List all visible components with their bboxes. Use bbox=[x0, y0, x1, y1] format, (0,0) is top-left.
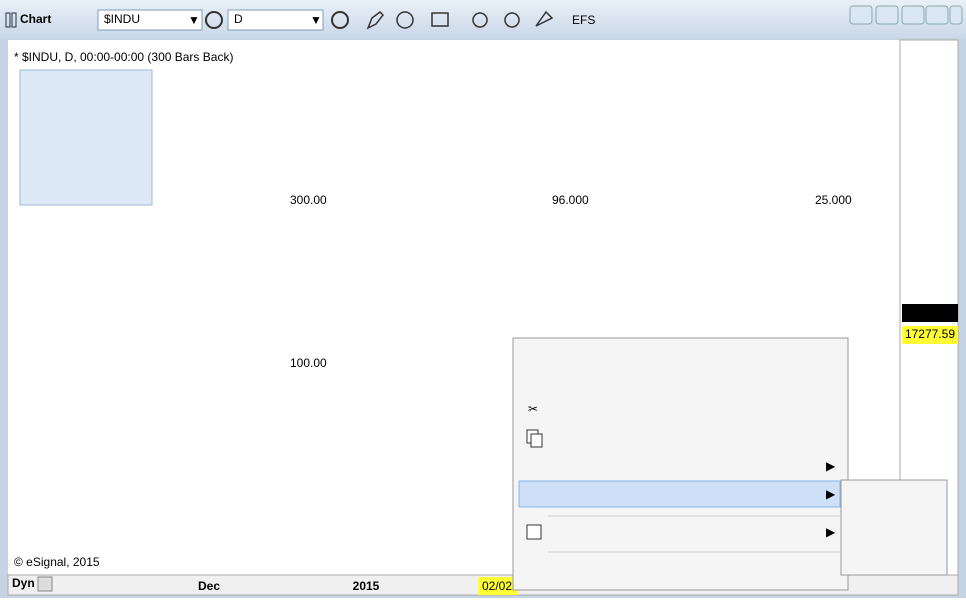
lock-icon[interactable] bbox=[37, 576, 53, 592]
submenu bbox=[840, 479, 948, 576]
close-button[interactable] bbox=[949, 5, 963, 25]
gann-label: 96.000 bbox=[552, 193, 589, 207]
restore-button[interactable] bbox=[875, 5, 899, 25]
x-tick-label: Dec bbox=[198, 579, 220, 593]
dyn-button[interactable]: Dyn bbox=[12, 576, 35, 590]
price-label-bg bbox=[902, 304, 958, 322]
symbol[interactable]: $INDU bbox=[104, 12, 140, 26]
settings-icon[interactable] bbox=[205, 11, 223, 29]
chart-header: * $INDU, D, 00:00-00:00 (300 Bars Back) bbox=[14, 50, 233, 64]
gann-label: 25.000 bbox=[815, 193, 852, 207]
x-tick-label: 2015 bbox=[353, 579, 380, 593]
chart-icon bbox=[11, 12, 17, 28]
minimize-button[interactable] bbox=[901, 5, 925, 25]
alert-icon[interactable] bbox=[504, 12, 520, 28]
templates-icon bbox=[526, 524, 542, 540]
price-label-bg bbox=[902, 326, 958, 344]
submenu-panel bbox=[840, 479, 948, 576]
price-label: 17277.59 bbox=[905, 327, 955, 341]
submenu-arrow: ▶ bbox=[826, 459, 836, 473]
context-menu: ✂ ▶ ▶ ▶ bbox=[512, 337, 849, 591]
gann-label: 300.00 bbox=[290, 193, 327, 207]
copyright: © eSignal, 2015 bbox=[14, 555, 100, 569]
menu-highlight bbox=[518, 480, 841, 508]
dropdown-arrow: ▼ bbox=[310, 13, 322, 27]
pen-icon[interactable] bbox=[366, 11, 384, 30]
cut-icon: ✂ bbox=[528, 402, 538, 416]
link-icon[interactable] bbox=[535, 10, 554, 27]
clock-icon[interactable] bbox=[331, 11, 349, 29]
data-window bbox=[19, 69, 153, 206]
submenu-arrow: ▶ bbox=[826, 525, 836, 539]
submenu-arrow: ▶ bbox=[826, 487, 836, 501]
interval[interactable]: D bbox=[234, 12, 243, 26]
study-icon[interactable] bbox=[396, 11, 414, 29]
x-cursor-label: 02/02 bbox=[482, 579, 512, 593]
play-icon[interactable] bbox=[472, 12, 488, 28]
help-button[interactable] bbox=[849, 5, 873, 25]
maximize-button[interactable] bbox=[925, 5, 949, 25]
price-label: 17387.21 bbox=[905, 305, 955, 319]
efs-button[interactable]: EFS bbox=[572, 13, 595, 27]
chart-icon bbox=[5, 12, 11, 28]
dropdown-arrow: ▼ bbox=[188, 13, 200, 27]
menu-panel bbox=[512, 337, 849, 591]
gann-label: 100.00 bbox=[290, 356, 327, 370]
symbol-box[interactable] bbox=[97, 9, 203, 31]
window-title: Chart bbox=[20, 12, 51, 26]
x-cursor-bg bbox=[478, 577, 518, 595]
interval-box[interactable] bbox=[227, 9, 324, 31]
copy-icon bbox=[530, 433, 543, 448]
data-icon[interactable] bbox=[431, 12, 449, 27]
